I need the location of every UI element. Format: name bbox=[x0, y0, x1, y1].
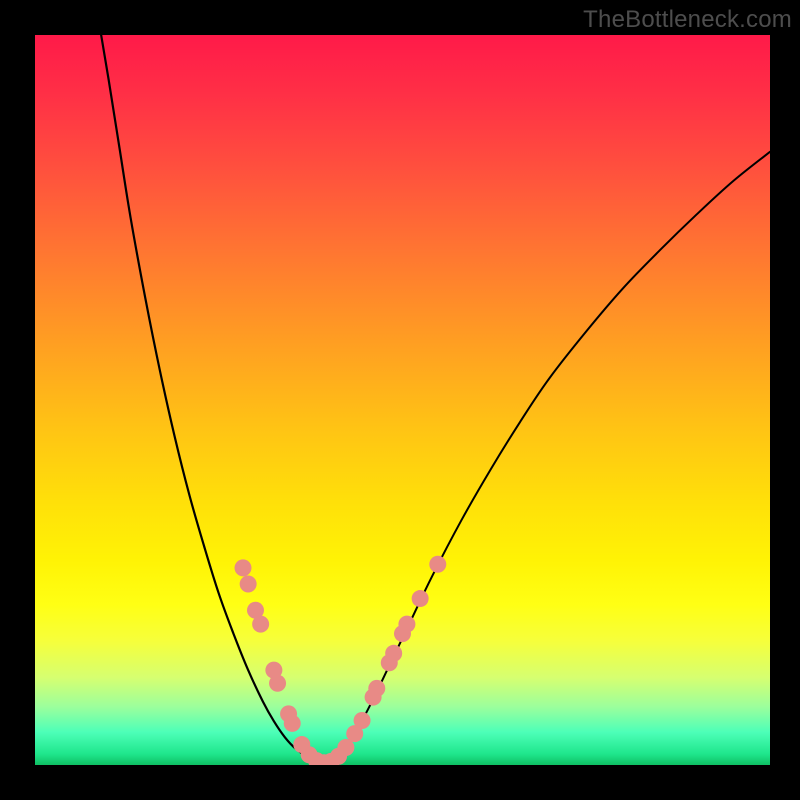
data-marker bbox=[368, 680, 385, 697]
data-marker bbox=[235, 559, 252, 576]
data-marker bbox=[240, 575, 257, 592]
plot-background bbox=[35, 35, 770, 765]
data-marker bbox=[284, 715, 301, 732]
watermark: TheBottleneck.com bbox=[583, 6, 792, 34]
data-marker bbox=[252, 616, 269, 633]
data-marker bbox=[398, 616, 415, 633]
data-marker bbox=[269, 675, 286, 692]
bottleneck-chart bbox=[0, 0, 800, 800]
data-marker bbox=[354, 712, 371, 729]
data-marker bbox=[429, 556, 446, 573]
data-marker bbox=[412, 590, 429, 607]
data-marker bbox=[385, 645, 402, 662]
chart-container: TheBottleneck.com bbox=[0, 0, 800, 800]
